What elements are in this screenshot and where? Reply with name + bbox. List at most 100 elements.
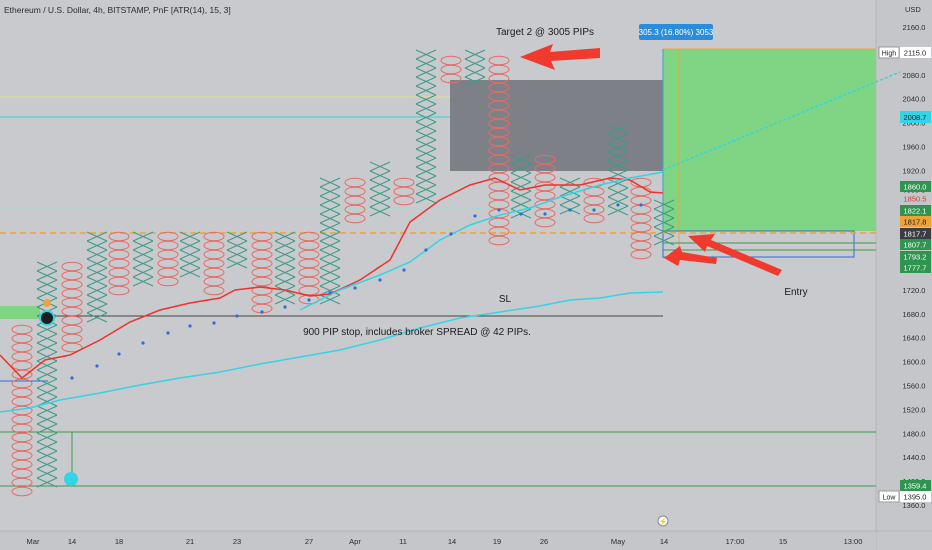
pnf-x-mark bbox=[415, 49, 437, 60]
trend-dot bbox=[95, 364, 99, 368]
pnf-x-mark bbox=[464, 49, 486, 60]
pnf-x-mark bbox=[86, 258, 108, 269]
cyan-lower-trend bbox=[0, 291, 664, 413]
trend-dot bbox=[592, 208, 596, 212]
time-tick-label: Apr bbox=[349, 537, 361, 546]
trend-dot bbox=[283, 305, 287, 309]
pnf-x-mark bbox=[274, 258, 296, 269]
pnf-x-mark bbox=[86, 240, 108, 251]
pnf-x-mark bbox=[36, 279, 58, 290]
pnf-x-mark bbox=[132, 267, 154, 278]
pnf-x-mark bbox=[415, 76, 437, 87]
trend-dot bbox=[519, 212, 523, 216]
pnf-x-mark bbox=[510, 190, 532, 201]
price-tick-label: 1600.0 bbox=[903, 358, 926, 367]
chart-title[interactable]: Ethereum / U.S. Dollar, 4h, BITSTAMP, Pn… bbox=[4, 5, 231, 15]
trend-dot bbox=[166, 331, 170, 335]
pnf-x-mark bbox=[319, 177, 341, 188]
price-tick-label: 1560.0 bbox=[903, 382, 926, 391]
pnf-x-mark bbox=[226, 249, 248, 260]
green-4-badge: 1793.2 bbox=[900, 251, 931, 262]
pnf-o-mark bbox=[534, 217, 556, 228]
pin-icon[interactable] bbox=[657, 515, 669, 527]
pnf-x-mark bbox=[274, 231, 296, 242]
pnf-x-mark bbox=[319, 186, 341, 197]
time-tick-label: 27 bbox=[305, 537, 313, 546]
pnf-x-mark bbox=[132, 276, 154, 287]
pnf-x-mark bbox=[415, 130, 437, 141]
pnf-x-mark bbox=[415, 157, 437, 168]
low-tag: Low bbox=[883, 495, 897, 502]
pnf-x-mark bbox=[86, 303, 108, 314]
time-axis-area bbox=[0, 531, 876, 550]
entry-box[interactable] bbox=[662, 230, 855, 258]
pnf-x-mark bbox=[319, 222, 341, 233]
pnf-x-mark bbox=[464, 58, 486, 69]
trend-dot bbox=[307, 298, 311, 302]
price-tick-label: 1480.0 bbox=[903, 429, 926, 438]
cyan-upper-trend bbox=[299, 171, 664, 311]
pnf-x-mark bbox=[607, 187, 629, 198]
trend-dot bbox=[543, 212, 547, 216]
pnf-x-mark bbox=[36, 369, 58, 380]
pnf-x-mark bbox=[319, 249, 341, 260]
pnf-x-mark bbox=[36, 261, 58, 272]
trend-dot bbox=[141, 341, 145, 345]
trend-dot bbox=[188, 324, 192, 328]
pnf-x-mark bbox=[510, 172, 532, 183]
pnf-x-mark bbox=[319, 267, 341, 278]
stop-zone-box[interactable] bbox=[450, 80, 663, 171]
price-tick-label: 1440.0 bbox=[903, 453, 926, 462]
pnf-x-mark bbox=[36, 378, 58, 389]
trend-dot bbox=[328, 291, 332, 295]
pnf-x-mark bbox=[653, 199, 675, 210]
pnf-x-mark bbox=[274, 249, 296, 260]
pnf-x-mark bbox=[510, 181, 532, 192]
pnf-x-mark bbox=[132, 240, 154, 251]
green-3-badge: 1807.7 bbox=[900, 239, 931, 250]
currency-label: USD bbox=[905, 5, 921, 14]
pnf-x-mark bbox=[415, 184, 437, 195]
pnf-o-mark bbox=[630, 249, 652, 260]
high-badge: High 2115.0 bbox=[878, 46, 931, 59]
cyan-projection bbox=[662, 71, 901, 171]
pnf-x-mark bbox=[36, 459, 58, 470]
pnf-x-mark bbox=[319, 276, 341, 287]
pnf-x-mark bbox=[86, 267, 108, 278]
pnf-x-mark bbox=[607, 142, 629, 153]
target-zone-box[interactable] bbox=[663, 49, 876, 231]
pnf-x-mark bbox=[36, 324, 58, 335]
price-tick-label: 1680.0 bbox=[903, 310, 926, 319]
pnf-columns bbox=[11, 49, 675, 497]
pnf-x-mark bbox=[607, 124, 629, 135]
pnf-x-mark bbox=[86, 285, 108, 296]
pnf-x-mark bbox=[607, 160, 629, 171]
trend-dot bbox=[639, 203, 643, 207]
pnf-o-mark bbox=[583, 213, 605, 224]
green-5-badge: 1777.7 bbox=[900, 262, 931, 273]
pnf-x-mark bbox=[36, 414, 58, 425]
pnf-x-mark bbox=[36, 387, 58, 398]
pnf-x-mark bbox=[607, 133, 629, 144]
pnf-x-mark bbox=[179, 267, 201, 278]
green-2-value: 1822.1 bbox=[904, 207, 927, 216]
cyan-badge: 2008.7 bbox=[900, 111, 931, 123]
pnf-x-mark bbox=[179, 240, 201, 251]
trend-dot bbox=[449, 232, 453, 236]
signal-marker-icon[interactable] bbox=[39, 310, 55, 326]
low-badge: Low 1395.0 bbox=[878, 490, 931, 503]
trend-dot bbox=[353, 286, 357, 290]
pnf-x-mark bbox=[319, 204, 341, 215]
pnf-x-mark bbox=[132, 249, 154, 260]
pnf-x-mark bbox=[319, 294, 341, 305]
green-2-badge: 1822.1 bbox=[900, 205, 931, 216]
trend-dot bbox=[260, 310, 264, 314]
pnf-x-mark bbox=[274, 276, 296, 287]
time-tick-label: 23 bbox=[233, 537, 241, 546]
green-low-badge: 1359.4 bbox=[900, 480, 931, 491]
pnf-x-mark bbox=[607, 151, 629, 162]
pnf-x-mark bbox=[36, 423, 58, 434]
pnf-x-mark bbox=[415, 193, 437, 204]
